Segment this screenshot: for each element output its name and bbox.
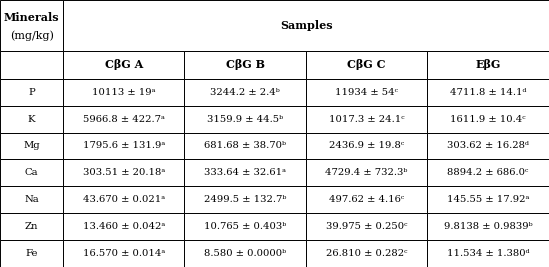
- Bar: [0, 132, 63, 159]
- Bar: [63, 79, 184, 106]
- Bar: [306, 132, 427, 159]
- Bar: [306, 106, 427, 132]
- Bar: [306, 79, 427, 106]
- Text: Zn: Zn: [25, 222, 38, 231]
- Bar: [184, 132, 306, 159]
- Bar: [184, 213, 306, 240]
- Text: 11.534 ± 1.380ᵈ: 11.534 ± 1.380ᵈ: [447, 249, 529, 258]
- Text: 8894.2 ± 686.0ᶜ: 8894.2 ± 686.0ᶜ: [447, 168, 529, 177]
- Bar: [184, 79, 306, 106]
- Text: Ca: Ca: [25, 168, 38, 177]
- Bar: [0, 106, 63, 132]
- Text: 303.62 ± 16.28ᵈ: 303.62 ± 16.28ᵈ: [447, 142, 529, 151]
- Text: 681.68 ± 38.70ᵇ: 681.68 ± 38.70ᵇ: [204, 142, 286, 151]
- Text: Fe: Fe: [25, 249, 38, 258]
- Bar: [0, 240, 63, 267]
- Text: 4729.4 ± 732.3ᵇ: 4729.4 ± 732.3ᵇ: [325, 168, 408, 177]
- Bar: [0, 159, 63, 186]
- Bar: [427, 106, 549, 132]
- Bar: [306, 51, 427, 79]
- Bar: [63, 0, 549, 51]
- Text: 5966.8 ± 422.7ᵃ: 5966.8 ± 422.7ᵃ: [83, 115, 165, 124]
- Bar: [63, 132, 184, 159]
- Text: 3244.2 ± 2.4ᵇ: 3244.2 ± 2.4ᵇ: [210, 88, 280, 97]
- Text: 26.810 ± 0.282ᶜ: 26.810 ± 0.282ᶜ: [326, 249, 407, 258]
- Text: 13.460 ± 0.042ᵃ: 13.460 ± 0.042ᵃ: [83, 222, 165, 231]
- Text: 333.64 ± 32.61ᵃ: 333.64 ± 32.61ᵃ: [204, 168, 286, 177]
- Bar: [427, 159, 549, 186]
- Text: Minerals: Minerals: [4, 12, 59, 23]
- Bar: [184, 106, 306, 132]
- Text: 43.670 ± 0.021ᵃ: 43.670 ± 0.021ᵃ: [83, 195, 165, 204]
- Text: Na: Na: [24, 195, 39, 204]
- Text: 2499.5 ± 132.7ᵇ: 2499.5 ± 132.7ᵇ: [204, 195, 287, 204]
- Text: CβG A: CβG A: [105, 59, 143, 70]
- Text: 1795.6 ± 131.9ᵃ: 1795.6 ± 131.9ᵃ: [83, 142, 165, 151]
- Text: 10113 ± 19ᵃ: 10113 ± 19ᵃ: [92, 88, 155, 97]
- Bar: [63, 186, 184, 213]
- Bar: [0, 51, 63, 79]
- Bar: [0, 79, 63, 106]
- Bar: [427, 132, 549, 159]
- Bar: [63, 51, 184, 79]
- Bar: [184, 186, 306, 213]
- Text: CβG C: CβG C: [347, 59, 386, 70]
- Text: 9.8138 ± 0.9839ᵇ: 9.8138 ± 0.9839ᵇ: [444, 222, 533, 231]
- Bar: [184, 51, 306, 79]
- Bar: [427, 186, 549, 213]
- Text: 303.51 ± 20.18ᵃ: 303.51 ± 20.18ᵃ: [83, 168, 165, 177]
- Bar: [427, 240, 549, 267]
- Text: P: P: [28, 88, 35, 97]
- Bar: [306, 240, 427, 267]
- Bar: [427, 51, 549, 79]
- Bar: [63, 159, 184, 186]
- Text: 4711.8 ± 14.1ᵈ: 4711.8 ± 14.1ᵈ: [450, 88, 526, 97]
- Text: EβG: EβG: [475, 59, 501, 70]
- Bar: [63, 240, 184, 267]
- Text: 3159.9 ± 44.5ᵇ: 3159.9 ± 44.5ᵇ: [207, 115, 283, 124]
- Text: 497.62 ± 4.16ᶜ: 497.62 ± 4.16ᶜ: [329, 195, 404, 204]
- Bar: [0, 186, 63, 213]
- Bar: [184, 159, 306, 186]
- Bar: [0, 213, 63, 240]
- Text: 16.570 ± 0.014ᵃ: 16.570 ± 0.014ᵃ: [83, 249, 165, 258]
- Text: 39.975 ± 0.250ᶜ: 39.975 ± 0.250ᶜ: [326, 222, 407, 231]
- Text: Mg: Mg: [23, 142, 40, 151]
- Text: 1017.3 ± 24.1ᶜ: 1017.3 ± 24.1ᶜ: [329, 115, 404, 124]
- Text: Samples: Samples: [280, 20, 332, 31]
- Text: 145.55 ± 17.92ᵃ: 145.55 ± 17.92ᵃ: [447, 195, 529, 204]
- Text: 10.765 ± 0.403ᵇ: 10.765 ± 0.403ᵇ: [204, 222, 286, 231]
- Text: (mg/kg): (mg/kg): [10, 30, 53, 41]
- Bar: [306, 213, 427, 240]
- Text: 1611.9 ± 10.4ᶜ: 1611.9 ± 10.4ᶜ: [450, 115, 526, 124]
- Bar: [0, 0, 63, 51]
- Bar: [63, 106, 184, 132]
- Bar: [427, 213, 549, 240]
- Text: 8.580 ± 0.0000ᵇ: 8.580 ± 0.0000ᵇ: [204, 249, 286, 258]
- Bar: [63, 213, 184, 240]
- Text: 11934 ± 54ᶜ: 11934 ± 54ᶜ: [335, 88, 398, 97]
- Text: CβG B: CβG B: [226, 59, 265, 70]
- Bar: [184, 240, 306, 267]
- Bar: [306, 186, 427, 213]
- Bar: [306, 159, 427, 186]
- Bar: [427, 79, 549, 106]
- Text: 2436.9 ± 19.8ᶜ: 2436.9 ± 19.8ᶜ: [329, 142, 404, 151]
- Text: K: K: [28, 115, 35, 124]
